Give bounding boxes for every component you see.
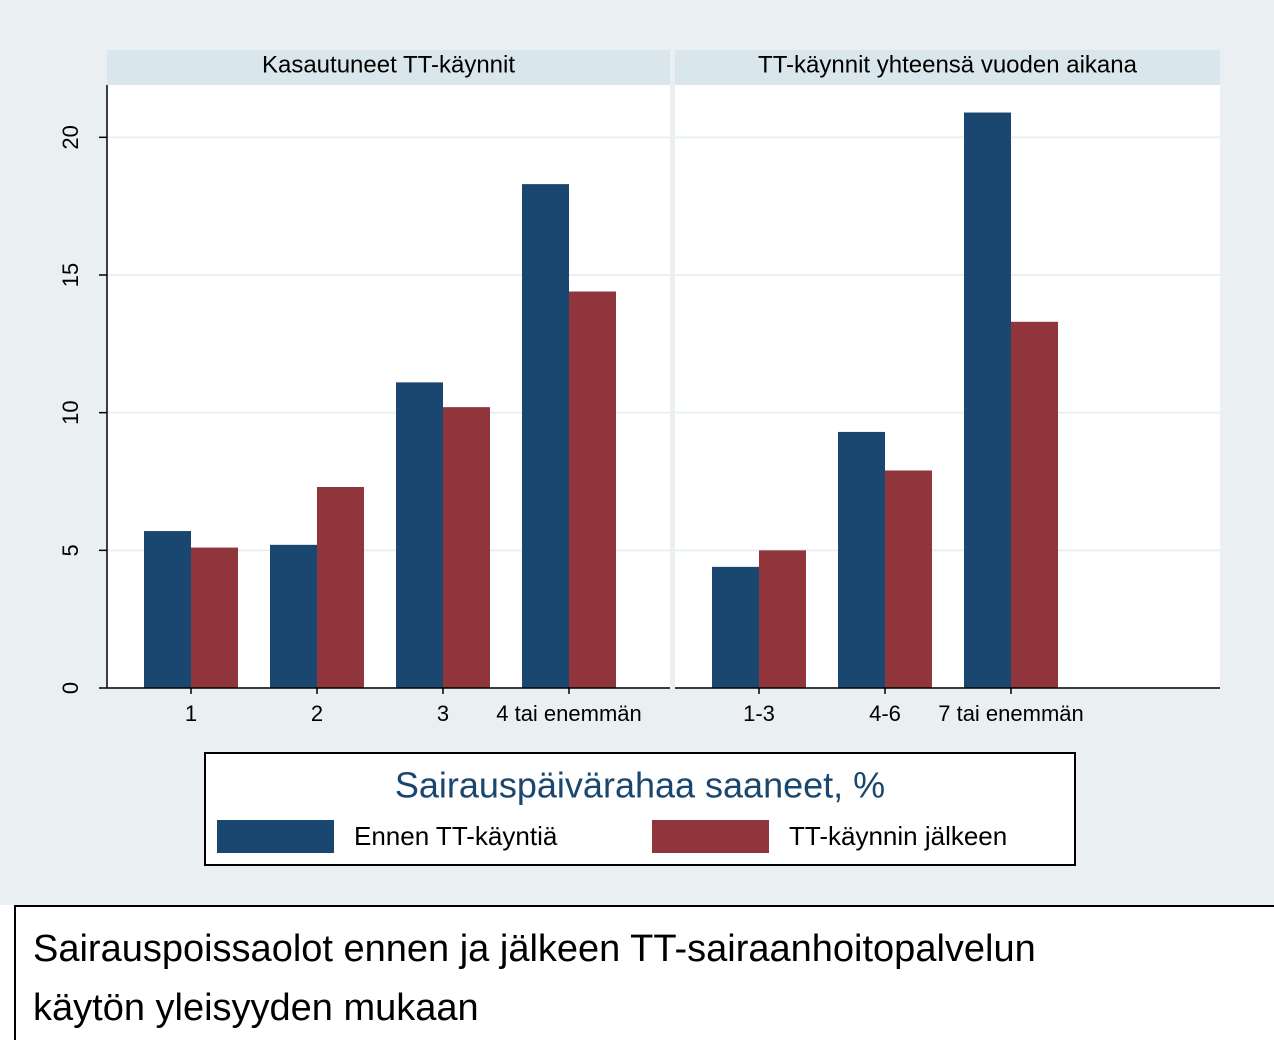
panel-title: TT-käynnit yhteensä vuoden aikana [758,51,1138,78]
legend-title: Sairauspäivärahaa saaneet, % [395,765,885,806]
y-tick-label: 15 [58,263,83,287]
panel-title: Kasautuneet TT-käynnit [262,51,515,78]
legend-label: TT-käynnin jälkeen [789,821,1007,851]
bar [522,184,569,688]
bar [569,291,616,688]
bar [712,566,759,688]
bar [1011,321,1058,688]
bar [885,470,932,688]
bar [396,382,443,688]
caption-line: käytön yleisyyden mukaan [33,987,479,1029]
bar [964,112,1011,689]
x-tick-label: 4-6 [869,701,901,726]
y-tick-label: 5 [58,544,83,556]
y-tick-label: 0 [58,682,83,694]
x-tick-label: 4 tai enemmän [496,701,642,726]
legend-swatch [652,820,769,853]
x-tick-label: 2 [311,701,323,726]
x-tick-label: 3 [437,701,449,726]
bar [270,544,317,688]
bar [191,547,238,688]
y-tick-label: 10 [58,400,83,424]
x-tick-label: 1-3 [743,701,775,726]
legend-box [204,752,1076,866]
panel-header [675,50,1220,85]
bar [838,431,885,688]
bar [144,531,191,688]
x-tick-label: 1 [185,701,197,726]
x-tick-label: 7 tai enemmän [938,701,1084,726]
legend-label: Ennen TT-käyntiä [354,821,558,851]
caption-box [14,905,1274,1040]
bar [759,550,806,688]
bar [443,407,490,688]
panel-header [107,50,670,85]
legend-swatch [217,820,334,853]
caption-line: Sairauspoissaolot ennen ja jälkeen TT-sa… [33,928,1036,970]
y-tick-label: 20 [58,125,83,149]
bar [317,487,364,688]
